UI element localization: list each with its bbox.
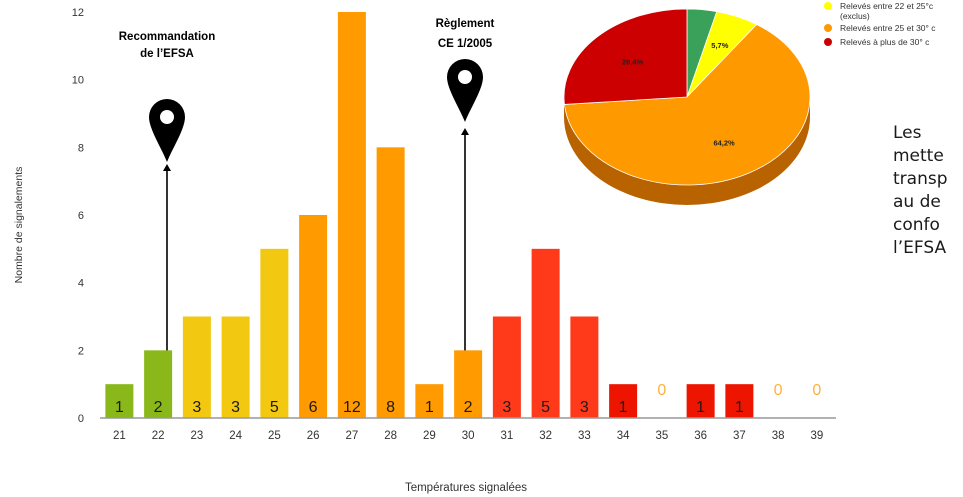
bar [492,316,521,418]
legend-item-over-30: Relevés à plus de 30° c [824,36,963,50]
bar-value-label: 0 [657,382,666,399]
y-tick-label: 2 [78,345,84,357]
x-tick-label: 36 [694,430,707,442]
x-tick-label: 32 [539,430,552,442]
y-tick-label: 8 [78,142,84,154]
bar-value-label: 5 [270,399,279,416]
x-tick-label: 31 [500,430,513,442]
legend-label-over-30: Relevés à plus de 30° c [840,37,930,47]
x-tick-label: 38 [772,430,785,442]
side-line: confo [893,215,940,235]
side-paragraph: Les mette transp au de confo l’EFSA [893,122,963,260]
x-tick-label: 34 [617,430,630,442]
legend-swatch-yellow [824,2,832,10]
bar [686,384,715,418]
bar [609,384,638,418]
x-tick-label: 23 [190,430,203,442]
x-axis-label: Températures signalées [405,482,527,494]
x-tick-label: 27 [345,430,358,442]
bar-value-label: 3 [231,399,240,416]
bar [182,316,211,418]
x-tick-label: 29 [423,430,436,442]
pie-slice-label: 26,4% [622,57,644,66]
pin-hole [160,110,174,124]
pie-slice-label: 5,7% [711,41,728,50]
bar [415,384,444,418]
annotation-label: Règlement [436,18,495,30]
annotation-pin-icon [447,59,483,122]
pie-slice-label: 64,2% [713,139,735,148]
x-tick-label: 37 [733,430,746,442]
y-tick-label: 6 [78,210,84,222]
bar-value-label: 1 [425,399,434,416]
bar [531,248,560,418]
bar [144,350,173,418]
pie-slice [563,23,811,186]
bar-value-label: 1 [619,399,628,416]
side-line: au de [893,192,941,212]
annotation-label: de l’EFSA [140,48,194,60]
bar-value-label: 2 [154,399,163,416]
side-line: Les [893,123,922,143]
bar-value-label: 0 [774,382,783,399]
bar [299,215,328,418]
bar [260,248,289,418]
x-tick-label: 21 [113,430,126,442]
annotation-arrow-head [461,128,469,135]
x-tick-label: 35 [655,430,668,442]
x-tick-label: 30 [462,430,475,442]
bar [337,12,366,418]
bar-value-label: 3 [192,399,201,416]
side-line: transp [893,169,948,189]
y-axis-label: Nombre de signalements [13,167,25,284]
legend-item-25-30: Relevés entre 25 et 30° c [824,22,963,36]
annotation-pin-icon [149,99,185,162]
x-tick-label: 28 [384,430,397,442]
y-tick-label: 10 [72,75,84,87]
legend-label-25-30: Relevés entre 25 et 30° c [840,23,936,33]
x-tick-label: 22 [152,430,165,442]
x-tick-label: 33 [578,430,591,442]
y-tick-label: 12 [72,7,84,19]
pin-shape [149,99,185,162]
bar [221,316,250,418]
legend-label-22-25: Relevés entre 22 et 25°c (exclus) [840,1,934,21]
bar [376,147,405,419]
legend-swatch-orange [824,24,832,32]
pie-slice [563,8,688,105]
y-tick-label: 4 [78,278,84,290]
bar-value-label: 12 [343,399,361,416]
x-tick-label: 26 [307,430,320,442]
bar-value-label: 1 [735,399,744,416]
bar [570,316,599,418]
bar [105,384,134,418]
pie-side [564,97,810,205]
annotation-label: Recommandation [119,31,216,43]
side-line: l’EFSA [893,238,947,258]
x-tick-label: 24 [229,430,242,442]
bar-value-label: 2 [464,399,473,416]
bar-value-label: 3 [502,399,511,416]
annotation-label: CE 1/2005 [438,38,493,50]
bar-value-label: 6 [309,399,318,416]
pin-hole [458,70,472,84]
bar [454,350,483,418]
bar [725,384,754,418]
y-tick-label: 0 [78,413,84,425]
legend-swatch-red [824,38,832,46]
annotation-arrow-head [163,164,171,171]
legend-item-22-25: Relevés entre 22 et 25°c (exclus) [824,0,963,22]
x-tick-label: 39 [810,430,823,442]
bar-value-label: 1 [696,399,705,416]
bar-value-label: 3 [580,399,589,416]
pie-legend: Relevés entre 22 et 25°c (exclus) Relevé… [824,0,963,50]
x-tick-label: 25 [268,430,281,442]
pin-shape [447,59,483,122]
side-line: mette [893,146,944,166]
bar-value-label: 8 [386,399,395,416]
bar-value-label: 0 [812,382,821,399]
bar-value-label: 5 [541,399,550,416]
bar-value-label: 1 [115,399,124,416]
